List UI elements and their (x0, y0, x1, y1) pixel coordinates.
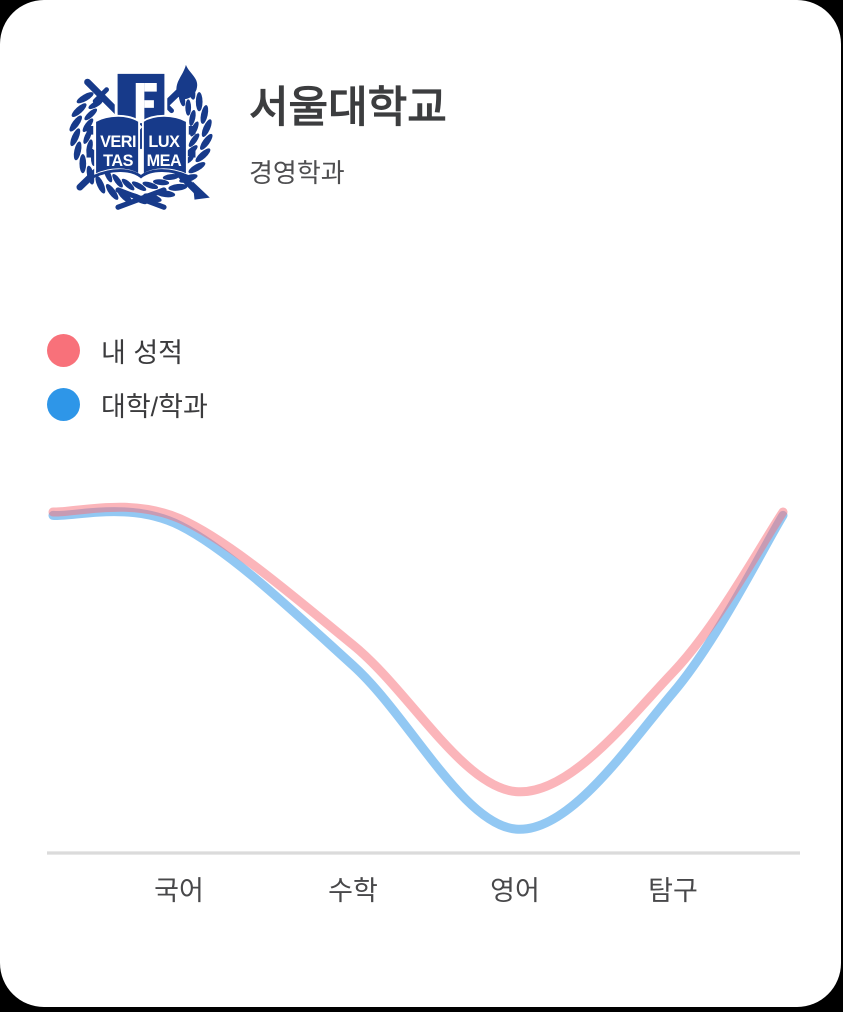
x-label-korean: 국어 (154, 876, 204, 906)
open-book-icon: VERI TAS LUX MEA (86, 114, 196, 179)
legend-item-univ-dept: 대학/학과 (47, 388, 208, 422)
snu-emblem-icon: VERI TAS LUX MEA (69, 64, 213, 210)
legend-label-univ-dept: 대학/학과 (101, 392, 208, 422)
motto-lux: LUX (148, 133, 180, 151)
motto-tas: TAS (103, 152, 133, 170)
motto-veri: VERI (100, 133, 136, 151)
x-label-math: 수학 (328, 876, 378, 906)
chart-line-univ-dept (48, 507, 788, 834)
ribbon-icon (115, 187, 167, 210)
chart-lines (48, 502, 788, 834)
legend-item-my-score: 내 성적 (47, 334, 208, 368)
department-name: 경영학과 (249, 158, 345, 189)
legend-label-my-score: 내 성적 (101, 338, 184, 368)
x-label-english: 영어 (490, 876, 540, 906)
header: VERI TAS LUX MEA 서울대학교 경영학과 (0, 0, 841, 212)
x-label-inquiry: 탐구 (648, 876, 698, 906)
legend-dot-red (47, 334, 80, 367)
motto-mea: MEA (147, 152, 182, 170)
university-logo: VERI TAS LUX MEA (55, 40, 227, 212)
chart-line-my-score (48, 502, 788, 797)
title-block: 서울대학교 경영학과 (249, 84, 447, 190)
legend-dot-blue (47, 388, 80, 421)
chart-legend: 내 성적 대학/학과 (47, 334, 208, 442)
university-name: 서울대학교 (249, 84, 447, 132)
